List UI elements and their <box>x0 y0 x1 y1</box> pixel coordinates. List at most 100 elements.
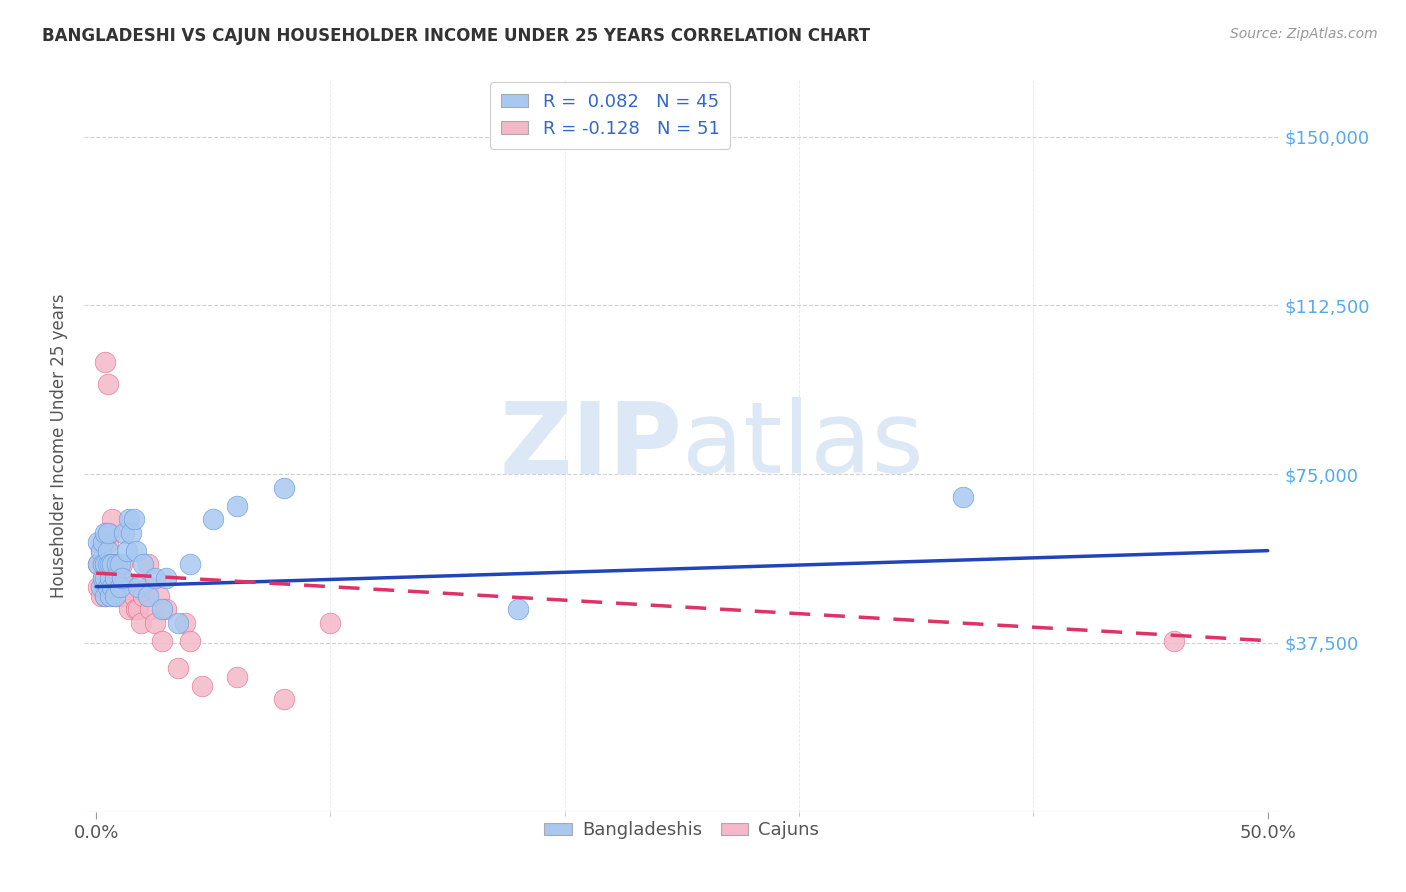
Point <box>87 580 110 594</box>
Point <box>129 615 152 630</box>
Point <box>98 525 121 540</box>
Point <box>225 499 247 513</box>
Point <box>91 571 114 585</box>
Point <box>98 589 121 603</box>
Point <box>148 589 170 603</box>
Point <box>91 534 114 549</box>
Point <box>90 580 112 594</box>
Point <box>506 602 529 616</box>
Point <box>952 490 974 504</box>
Point <box>91 557 114 571</box>
Point <box>174 615 197 630</box>
Point <box>150 633 173 648</box>
Point <box>139 602 162 616</box>
Point <box>136 580 159 594</box>
Point <box>108 580 131 594</box>
Point <box>111 571 134 585</box>
Text: BANGLADESHI VS CAJUN HOUSEHOLDER INCOME UNDER 25 YEARS CORRELATION CHART: BANGLADESHI VS CAJUN HOUSEHOLDER INCOME … <box>42 27 870 45</box>
Point <box>108 580 131 594</box>
Text: ZIP: ZIP <box>499 398 682 494</box>
Point <box>125 543 148 558</box>
Point <box>136 589 159 603</box>
Point <box>111 589 134 603</box>
Point <box>132 589 155 603</box>
Point <box>104 589 127 603</box>
Point <box>104 589 127 603</box>
Point <box>101 557 124 571</box>
Point <box>190 679 212 693</box>
Point <box>104 557 127 571</box>
Point <box>91 534 114 549</box>
Point <box>115 543 138 558</box>
Point <box>105 557 128 571</box>
Point <box>120 580 142 594</box>
Point <box>122 589 145 603</box>
Point <box>90 543 112 558</box>
Y-axis label: Householder Income Under 25 years: Householder Income Under 25 years <box>51 293 69 599</box>
Point <box>112 580 135 594</box>
Point <box>94 589 117 603</box>
Point <box>115 589 138 603</box>
Point <box>319 615 342 630</box>
Point <box>97 377 120 392</box>
Point <box>155 602 177 616</box>
Point <box>155 571 177 585</box>
Point <box>105 589 128 603</box>
Point <box>101 580 124 594</box>
Point <box>97 580 120 594</box>
Point <box>94 557 117 571</box>
Text: atlas: atlas <box>682 398 924 494</box>
Point <box>1163 633 1185 648</box>
Text: Source: ZipAtlas.com: Source: ZipAtlas.com <box>1230 27 1378 41</box>
Point <box>179 557 201 571</box>
Point <box>97 534 120 549</box>
Point <box>101 512 124 526</box>
Point <box>94 571 117 585</box>
Point <box>98 571 121 585</box>
Point <box>120 525 142 540</box>
Point <box>273 692 295 706</box>
Point <box>104 571 127 585</box>
Point <box>108 557 131 571</box>
Point <box>122 512 145 526</box>
Point <box>94 525 117 540</box>
Point <box>90 589 112 603</box>
Point <box>273 481 295 495</box>
Point <box>127 580 149 594</box>
Point <box>87 534 110 549</box>
Point <box>179 633 201 648</box>
Point <box>87 557 110 571</box>
Point <box>127 602 149 616</box>
Point <box>104 571 127 585</box>
Point <box>97 525 120 540</box>
Point <box>105 557 128 571</box>
Point <box>167 615 190 630</box>
Point <box>136 557 159 571</box>
Point <box>101 580 124 594</box>
Point <box>94 557 117 571</box>
Point <box>202 512 225 526</box>
Point <box>132 557 155 571</box>
Point <box>94 589 117 603</box>
Point <box>118 512 141 526</box>
Point <box>98 557 121 571</box>
Point <box>101 557 124 571</box>
Legend: Bangladeshis, Cajuns: Bangladeshis, Cajuns <box>537 814 827 847</box>
Point <box>143 615 166 630</box>
Point <box>108 571 131 585</box>
Point <box>98 557 121 571</box>
Point <box>94 354 117 368</box>
Point <box>91 571 114 585</box>
Point <box>111 557 134 571</box>
Point <box>125 602 148 616</box>
Point <box>167 661 190 675</box>
Point <box>112 525 135 540</box>
Point <box>90 543 112 558</box>
Point <box>91 557 114 571</box>
Point <box>97 543 120 558</box>
Point <box>118 602 141 616</box>
Point <box>225 670 247 684</box>
Point <box>143 571 166 585</box>
Point <box>150 602 173 616</box>
Point <box>97 557 120 571</box>
